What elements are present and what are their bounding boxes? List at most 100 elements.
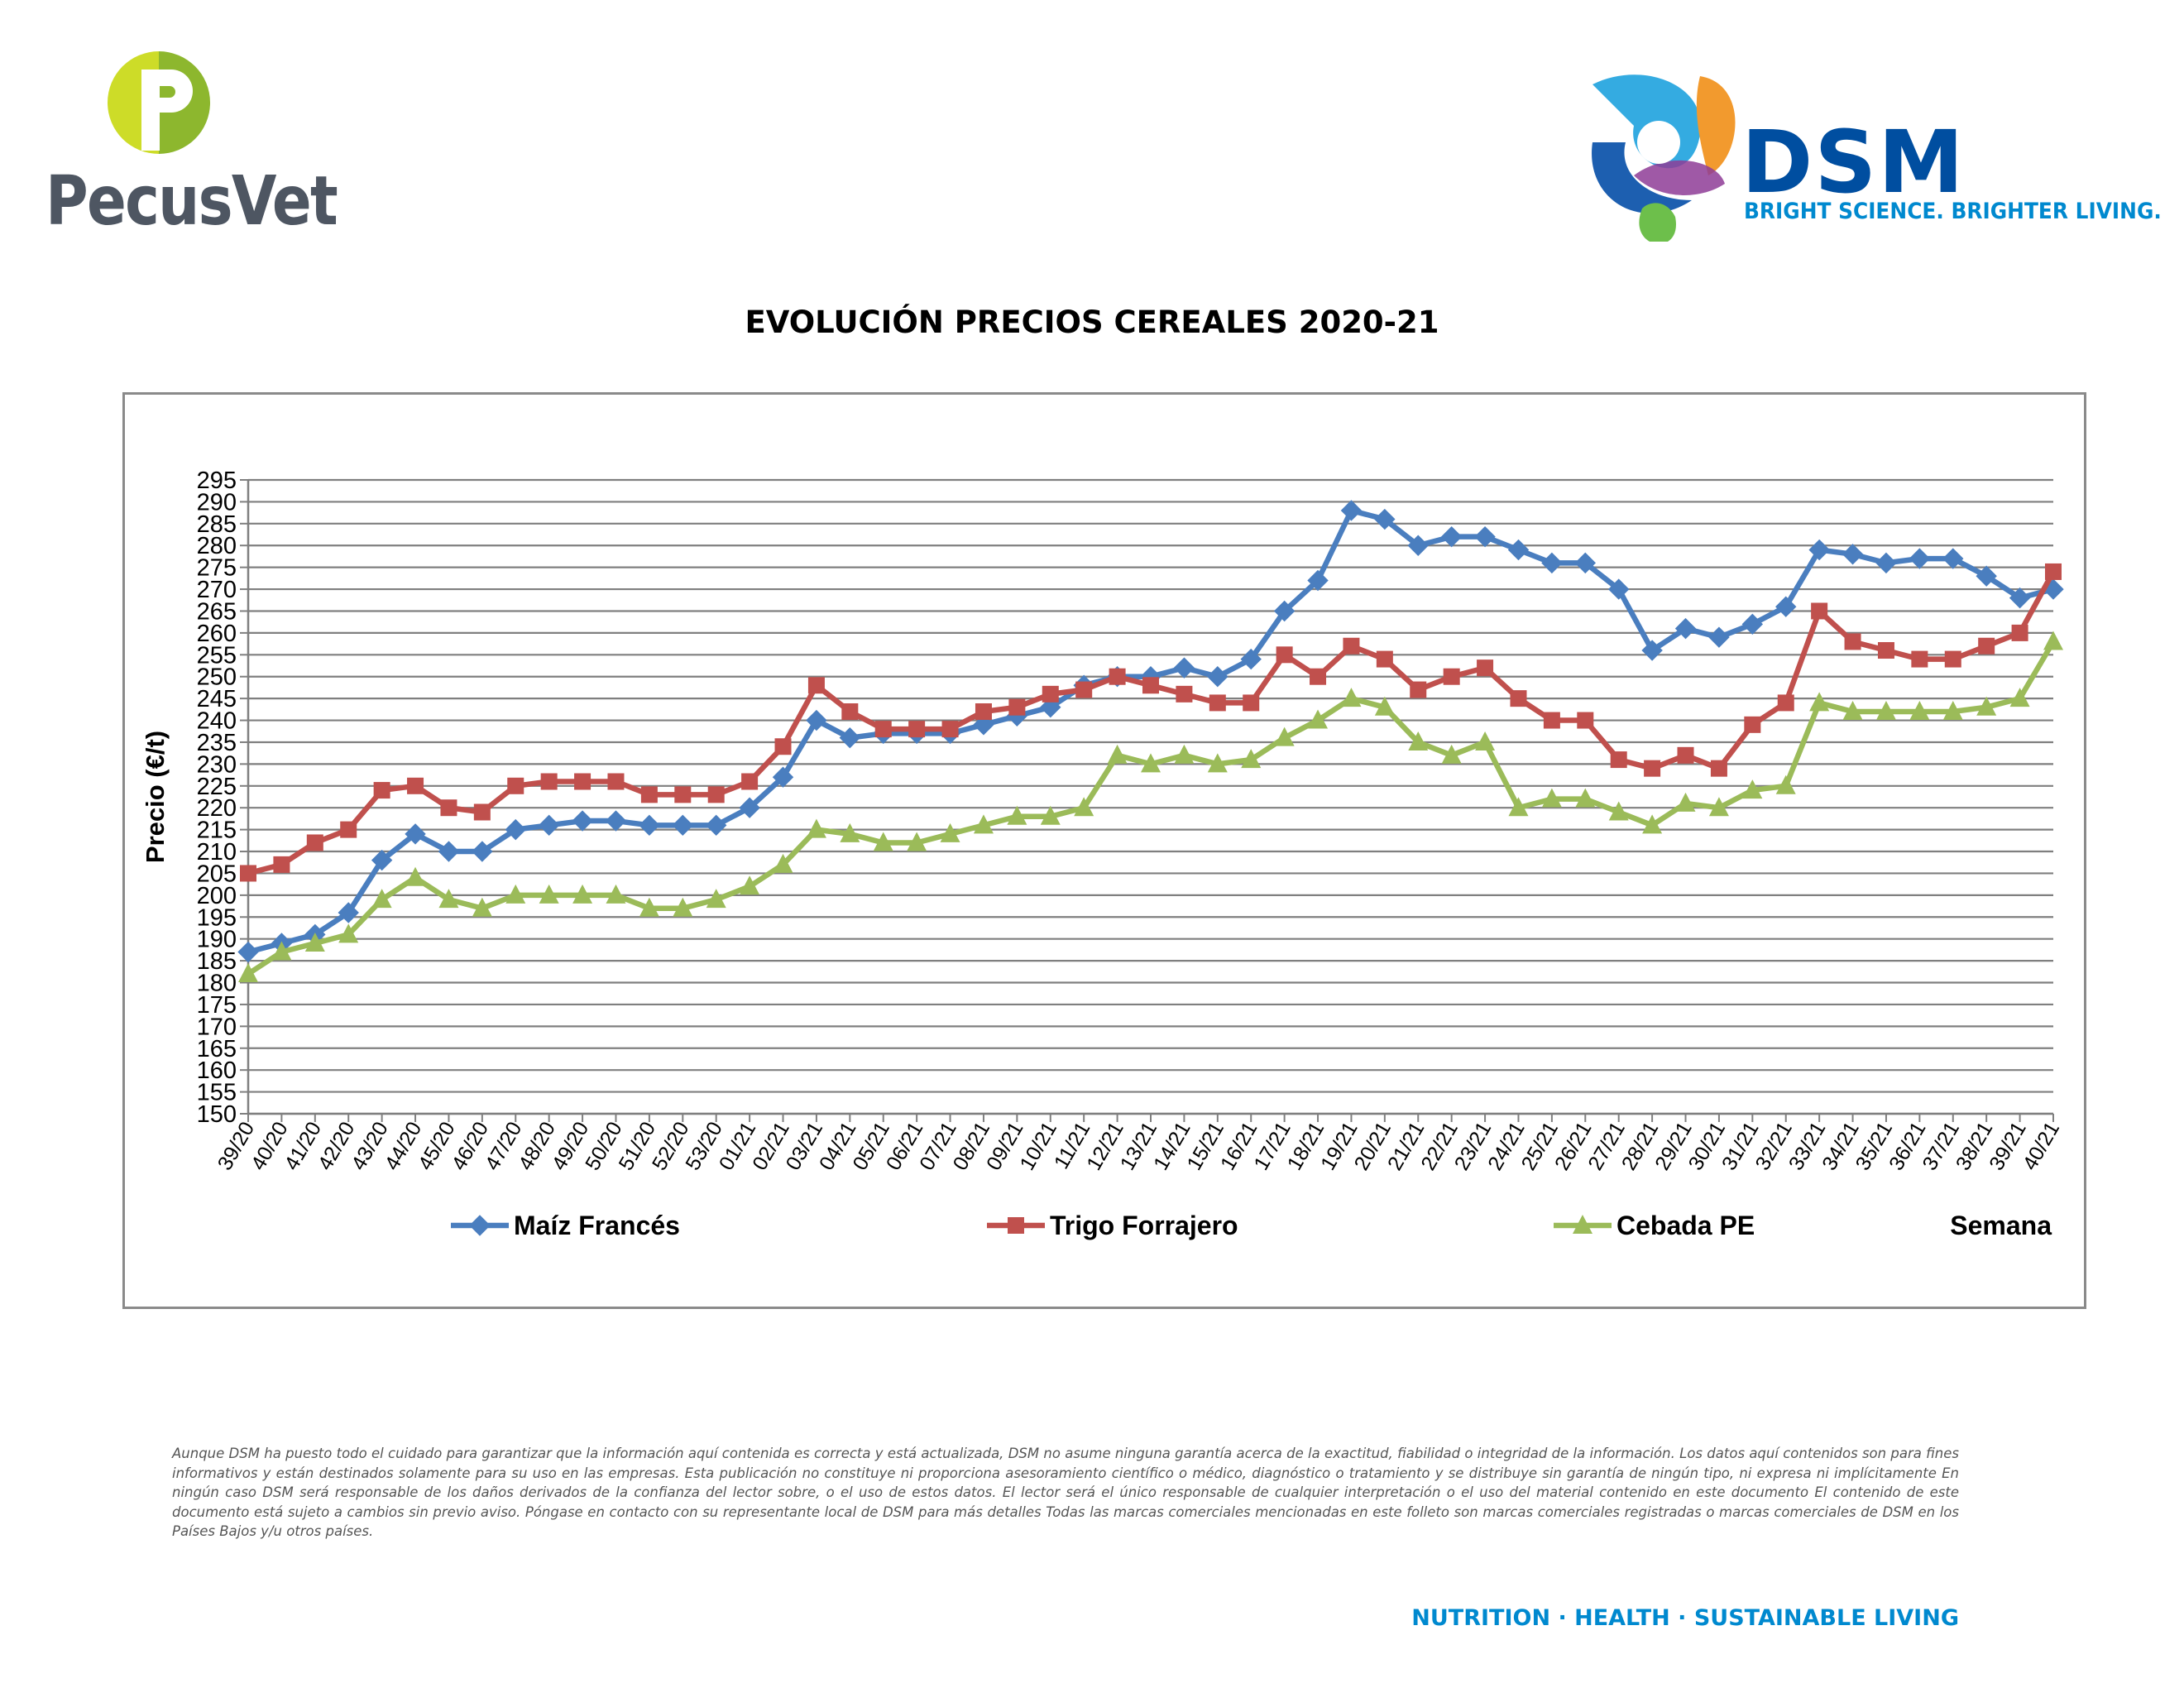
y-tick-label: 175 [197, 992, 237, 1019]
data-point-2 [973, 814, 994, 834]
y-tick-label: 205 [197, 861, 237, 887]
y-tick-label: 235 [197, 730, 237, 756]
data-point-1 [2011, 624, 2028, 641]
data-point-1 [273, 856, 290, 873]
data-point-0 [1808, 539, 1830, 561]
data-point-0 [1741, 613, 1764, 635]
data-point-0 [572, 810, 593, 832]
y-tick-label: 185 [197, 948, 237, 975]
y-tick-label: 195 [197, 904, 237, 931]
data-point-2 [1809, 692, 1830, 712]
dsm-tagline: BRIGHT SCIENCE. BRIGHTER LIVING. [1744, 199, 2162, 224]
data-point-1 [507, 777, 524, 794]
y-tick-label: 240 [197, 708, 237, 735]
data-point-1 [1677, 746, 1694, 764]
y-tick-label: 250 [197, 664, 237, 691]
y-tick-label: 180 [197, 971, 237, 997]
data-point-0 [371, 849, 393, 871]
data-point-2 [1842, 700, 1863, 720]
y-tick-label: 160 [197, 1057, 237, 1084]
y-tick-label: 170 [197, 1014, 237, 1040]
data-point-2 [438, 889, 459, 909]
data-point-2 [539, 884, 559, 904]
data-point-1 [340, 821, 357, 838]
data-point-0 [1842, 544, 1864, 565]
data-point-1 [1811, 602, 1828, 620]
pecusvet-p-logo-icon [108, 51, 210, 154]
data-point-1 [1109, 668, 1126, 685]
data-point-0 [505, 818, 526, 841]
data-point-1 [1610, 751, 1627, 769]
data-point-2 [1608, 801, 1629, 821]
data-point-0 [806, 709, 827, 731]
data-point-2 [1909, 700, 1930, 720]
data-point-0 [1340, 500, 1363, 521]
data-point-1 [240, 865, 256, 882]
y-tick-label: 280 [197, 533, 237, 559]
data-point-2 [338, 923, 359, 943]
data-point-2 [1341, 688, 1362, 707]
data-point-2 [639, 897, 659, 917]
data-point-2 [1274, 727, 1295, 746]
data-point-2 [1441, 744, 1462, 764]
pecusvet-logo-text: PecusVet [46, 162, 338, 241]
data-point-1 [1944, 650, 1961, 668]
data-point-1 [1543, 712, 1560, 729]
data-point-1 [373, 782, 390, 799]
data-point-2 [371, 889, 392, 909]
data-point-0 [538, 814, 560, 837]
data-point-2 [271, 941, 292, 961]
y-tick-label: 220 [197, 795, 237, 822]
data-point-1 [640, 786, 658, 803]
dsm-logo-text: DSM [1741, 112, 1966, 213]
data-point-2 [1107, 744, 1128, 764]
y-tick-label: 255 [197, 642, 237, 669]
data-point-0 [1708, 626, 1730, 648]
data-point-1 [407, 777, 424, 794]
y-tick-label: 270 [197, 577, 237, 603]
y-tick-label: 275 [197, 555, 237, 582]
data-point-0 [739, 797, 760, 818]
data-point-0 [1875, 552, 1897, 574]
data-point-0 [839, 727, 861, 749]
data-point-0 [1641, 640, 1663, 661]
data-point-2 [505, 884, 526, 904]
legend-label-1: Trigo Forrajero [1050, 1211, 1238, 1240]
y-tick-label: 230 [197, 751, 237, 778]
data-point-0 [705, 814, 727, 837]
legend-marker-2 [1573, 1215, 1592, 1234]
data-point-1 [440, 799, 457, 817]
data-point-0 [1374, 508, 1396, 530]
data-point-2 [606, 884, 626, 904]
data-point-2 [940, 822, 960, 842]
y-tick-label: 225 [197, 774, 237, 800]
data-point-1 [1243, 694, 1260, 712]
data-point-1 [874, 721, 892, 738]
y-tick-label: 155 [197, 1080, 237, 1106]
data-point-0 [1976, 565, 1997, 587]
y-tick-label: 290 [197, 489, 237, 516]
series-line-0 [247, 507, 2054, 955]
data-point-2 [1976, 696, 1997, 716]
data-point-2 [740, 875, 760, 895]
data-point-1 [1209, 694, 1226, 712]
x-axis-label: Semana [1950, 1211, 2052, 1240]
data-point-0 [1775, 596, 1797, 617]
data-point-2 [2043, 631, 2063, 650]
data-point-2 [1074, 797, 1094, 817]
legend-marker-0 [469, 1215, 491, 1236]
data-point-0 [1240, 648, 1262, 670]
data-point-0 [672, 814, 694, 837]
y-tick-label: 265 [197, 598, 237, 625]
data-point-1 [841, 703, 859, 720]
data-point-1 [1410, 681, 1427, 698]
data-point-1 [1310, 668, 1327, 685]
data-point-2 [405, 866, 426, 886]
data-point-2 [873, 832, 893, 851]
data-point-0 [1674, 617, 1697, 640]
data-point-2 [1475, 731, 1496, 750]
data-point-1 [1376, 650, 1393, 668]
data-point-1 [1710, 760, 1727, 777]
data-point-2 [907, 832, 927, 851]
data-point-1 [741, 773, 759, 790]
